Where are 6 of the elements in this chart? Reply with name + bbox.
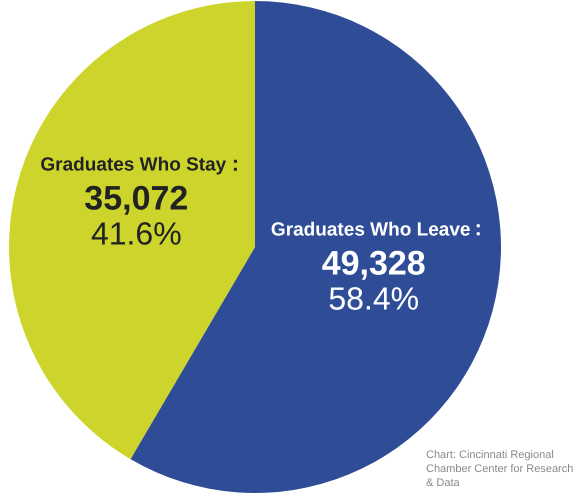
data-label: 49,328 58.4%: [322, 244, 426, 316]
data-label: 35,072 41.6%: [84, 180, 188, 252]
slice-label: Graduates Who Leave: [270, 219, 470, 240]
slice-label: Graduates Who Stay: [40, 154, 227, 176]
pie-slice: [9, 1, 255, 460]
text: Chart: Cincinnati Regional Chamber Center for Research & Data: [426, 449, 574, 489]
